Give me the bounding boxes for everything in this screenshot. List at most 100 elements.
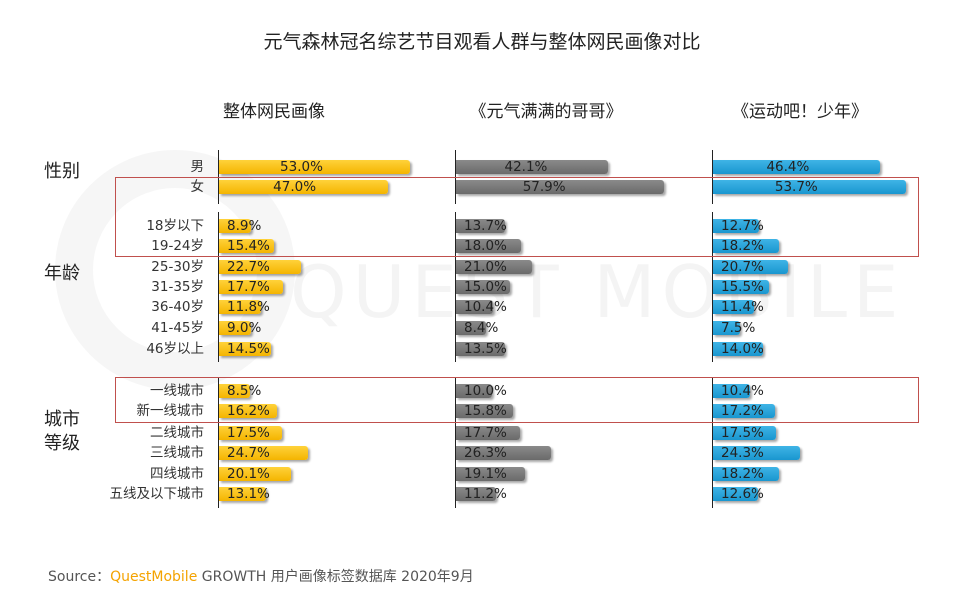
value-label-overall: 8.9% bbox=[227, 218, 262, 234]
source-rest: GROWTH 用户画像标签数据库 2020年9月 bbox=[197, 569, 474, 585]
value-label-show2: 53.7% bbox=[774, 179, 818, 195]
value-label-show1: 10.4% bbox=[464, 299, 507, 315]
value-label-show2: 17.5% bbox=[721, 425, 764, 441]
row-label: 男 bbox=[190, 159, 205, 175]
row-label: 36-40岁 bbox=[151, 299, 204, 315]
bar-show2 bbox=[713, 219, 759, 233]
bar-show1 bbox=[456, 467, 525, 481]
row-label: 二线城市 bbox=[150, 425, 204, 441]
category-city-line2: 等级 bbox=[44, 433, 80, 454]
row-label: 41-45岁 bbox=[151, 320, 204, 336]
column-header-show2: 《运动吧！少年》 bbox=[732, 102, 868, 122]
value-label-show2: 24.3% bbox=[721, 445, 764, 461]
bar-show2 bbox=[713, 160, 881, 174]
category-gender: 性别 bbox=[44, 161, 80, 182]
watermark-text: QUEST MOBILE bbox=[290, 250, 904, 334]
bar-overall bbox=[219, 219, 252, 233]
bar-show1 bbox=[456, 239, 521, 253]
row-label: 五线及以下城市 bbox=[109, 486, 205, 502]
bar-show1 bbox=[456, 384, 492, 398]
bar-overall bbox=[219, 239, 275, 253]
source-note: Source：QuestMobile GROWTH 用户画像标签数据库 2020… bbox=[48, 566, 474, 586]
row-label: 31-35岁 bbox=[151, 279, 204, 295]
bar-show1 bbox=[456, 487, 497, 501]
bar-overall bbox=[219, 180, 389, 194]
bar-overall bbox=[219, 467, 292, 481]
value-label-show1: 13.5% bbox=[464, 341, 507, 357]
row-label: 46岁以上 bbox=[146, 341, 204, 357]
value-label-show2: 11.4% bbox=[721, 299, 764, 315]
value-label-show1: 19.1% bbox=[464, 466, 507, 482]
value-label-show2: 12.6% bbox=[721, 486, 764, 502]
value-label-show1: 8.4% bbox=[464, 320, 499, 336]
value-label-show1: 21.0% bbox=[464, 259, 507, 275]
bar-overall bbox=[219, 300, 262, 314]
bar-overall bbox=[219, 321, 252, 335]
value-label-show1: 11.2% bbox=[464, 486, 507, 502]
value-label-overall: 16.2% bbox=[227, 403, 270, 419]
row-label: 四线城市 bbox=[150, 466, 204, 482]
bar-show2 bbox=[713, 487, 759, 501]
row-label: 19-24岁 bbox=[151, 238, 204, 254]
value-label-overall: 9.0% bbox=[227, 320, 262, 336]
column-header-show1: 《元气满满的哥哥》 bbox=[469, 102, 623, 122]
bar-overall bbox=[219, 404, 278, 418]
value-label-overall: 13.1% bbox=[227, 486, 270, 502]
bar-show1 bbox=[456, 260, 532, 274]
bar-show1 bbox=[456, 426, 520, 440]
highlight-box-female-young bbox=[115, 177, 919, 257]
bar-overall bbox=[219, 446, 308, 460]
value-label-overall: 20.1% bbox=[227, 466, 270, 482]
source-prefix: Source： bbox=[48, 569, 111, 585]
value-label-show1: 18.0% bbox=[464, 238, 507, 254]
row-label: 18岁以下 bbox=[146, 218, 204, 234]
value-label-overall: 47.0% bbox=[273, 179, 317, 195]
value-label-overall: 14.5% bbox=[227, 341, 270, 357]
bar-overall bbox=[219, 487, 267, 501]
bar-show1 bbox=[456, 219, 506, 233]
bar-overall bbox=[219, 280, 283, 294]
highlight-box-tier1-cities bbox=[115, 377, 919, 423]
value-label-overall: 24.7% bbox=[227, 445, 270, 461]
category-age: 年龄 bbox=[44, 263, 80, 284]
value-label-show2: 15.5% bbox=[721, 279, 764, 295]
value-label-show1: 42.1% bbox=[504, 159, 548, 175]
bar-overall bbox=[219, 384, 250, 398]
bar-show1 bbox=[456, 342, 505, 356]
bar-show2 bbox=[713, 446, 801, 460]
column-header-overall: 整体网民画像 bbox=[223, 102, 325, 122]
value-label-show2: 20.7% bbox=[721, 259, 764, 275]
value-label-show2: 10.4% bbox=[721, 383, 764, 399]
value-label-show2: 18.2% bbox=[721, 238, 764, 254]
bar-show1 bbox=[456, 300, 494, 314]
value-label-overall: 15.4% bbox=[227, 238, 270, 254]
value-label-show2: 7.5% bbox=[721, 320, 756, 336]
bar-overall bbox=[219, 426, 282, 440]
value-label-show1: 26.3% bbox=[464, 445, 507, 461]
value-label-show2: 18.2% bbox=[721, 466, 764, 482]
bar-show1 bbox=[456, 446, 551, 460]
bar-show2 bbox=[713, 280, 769, 294]
bar-overall bbox=[219, 160, 410, 174]
bar-show1 bbox=[456, 180, 665, 194]
value-label-show2: 17.2% bbox=[721, 403, 764, 419]
row-label: 一线城市 bbox=[150, 383, 204, 399]
row-label: 三线城市 bbox=[150, 445, 204, 461]
source-brand: QuestMobile bbox=[110, 569, 198, 585]
bar-show1 bbox=[456, 321, 487, 335]
bar-show2 bbox=[713, 404, 775, 418]
bar-show2 bbox=[713, 426, 776, 440]
row-label: 新一线城市 bbox=[136, 403, 205, 419]
value-label-overall: 8.5% bbox=[227, 383, 262, 399]
value-label-overall: 17.5% bbox=[227, 425, 270, 441]
value-label-show1: 57.9% bbox=[522, 179, 566, 195]
value-label-show1: 13.7% bbox=[464, 218, 507, 234]
axis-line-overall-3 bbox=[218, 378, 219, 508]
value-label-overall: 53.0% bbox=[280, 159, 323, 175]
value-label-show1: 17.7% bbox=[464, 425, 507, 441]
axis-line-show1-3 bbox=[455, 378, 456, 508]
bar-show2 bbox=[713, 239, 779, 253]
axis-line-overall-2 bbox=[218, 212, 219, 362]
value-label-show2: 46.4% bbox=[766, 159, 810, 175]
axis-line-show1-2 bbox=[455, 212, 456, 362]
